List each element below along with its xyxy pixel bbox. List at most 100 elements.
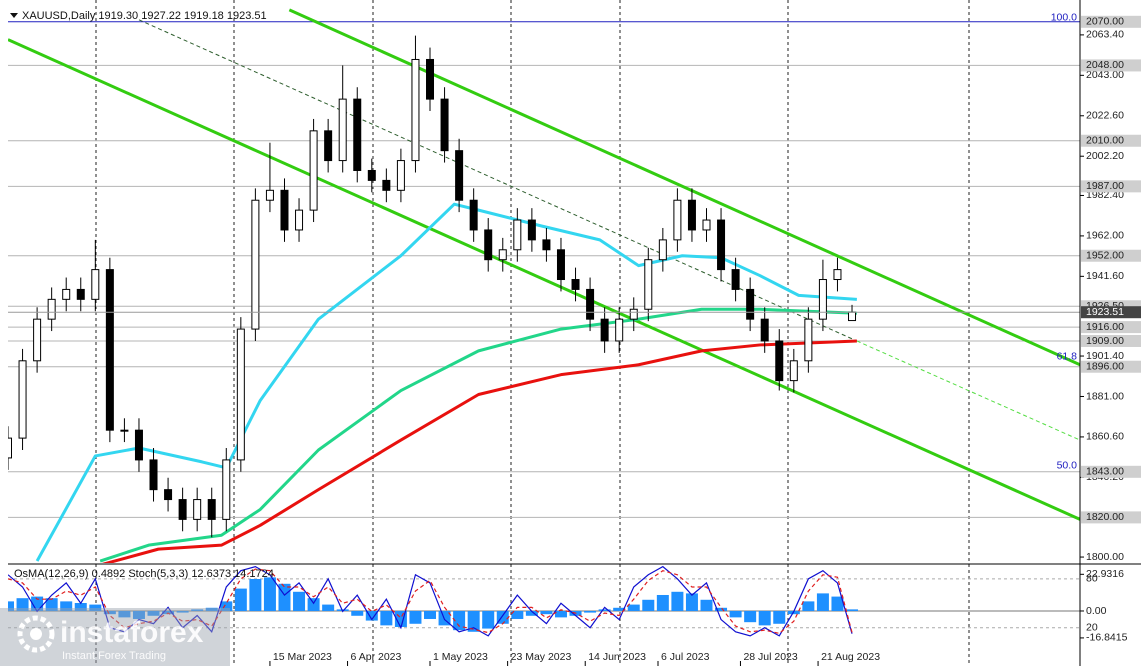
candle-body <box>33 318 42 362</box>
candle-body <box>644 259 653 310</box>
candle-body <box>789 360 798 382</box>
osma-bar <box>598 609 611 611</box>
osma-bar <box>671 591 684 611</box>
osma-bar <box>584 610 597 613</box>
candle-body <box>8 437 12 459</box>
chart-title: XAUUSD,Daily 1919.30 1927.22 1919.18 192… <box>22 10 267 22</box>
y-tick-label: -16.8415 <box>1086 632 1128 644</box>
x-tick-label: 21 Aug 2023 <box>821 651 880 663</box>
osma-bar <box>278 583 291 611</box>
osma-bar <box>220 601 233 611</box>
level-label: 2010.00 <box>1086 135 1124 147</box>
y-tick-label: 1962.00 <box>1086 230 1124 242</box>
osma-bar <box>89 604 102 611</box>
candle-body <box>91 269 100 300</box>
osma-bar <box>846 609 859 611</box>
osma-bar <box>263 577 276 611</box>
candle-body <box>236 328 245 461</box>
osma-bar <box>540 610 553 615</box>
candle-body <box>484 229 493 261</box>
candle-body <box>265 189 274 201</box>
candle-body <box>818 279 827 320</box>
candle-body <box>702 219 711 231</box>
osma-bar <box>554 610 567 618</box>
osma-bar <box>147 610 160 616</box>
candle-body <box>76 288 85 300</box>
osma-bar <box>103 610 116 615</box>
candle-body <box>367 169 376 181</box>
level-label: 1843.00 <box>1086 466 1124 478</box>
candle-body <box>658 239 667 261</box>
osma-bar <box>758 610 771 626</box>
logo-gear-center <box>30 628 42 640</box>
candle-body <box>731 269 740 290</box>
moving-average <box>101 339 857 563</box>
y2-tick-label: 20 <box>1086 621 1098 633</box>
candle-body <box>455 150 464 201</box>
candle-body <box>396 160 405 191</box>
y-tick-label: 1901.40 <box>1086 350 1124 362</box>
candle-body <box>324 130 333 162</box>
level-label-box <box>1081 360 1141 373</box>
candle-body <box>440 98 449 152</box>
level-label-box <box>1081 180 1141 193</box>
candle-body <box>62 288 71 300</box>
candle-body <box>134 429 143 461</box>
level-label: 1909.00 <box>1086 335 1124 347</box>
candle-body <box>542 239 551 251</box>
trend-line <box>138 19 858 342</box>
logo-name: instaforex <box>60 616 204 649</box>
candle-body <box>600 318 609 342</box>
x-tick-label: 14 Jun 2023 <box>588 651 646 663</box>
level-label-box <box>1081 59 1141 72</box>
osma-bar <box>715 607 728 611</box>
moving-average <box>99 307 857 563</box>
candle-body <box>164 489 173 501</box>
x-tick-label: 1 May 2023 <box>433 651 488 663</box>
candle-body <box>149 459 158 491</box>
y-tick-label: 2002.20 <box>1086 150 1124 162</box>
osma-bar <box>511 610 524 619</box>
candle-body <box>775 340 784 382</box>
candle-body <box>615 318 624 342</box>
candle-body <box>848 311 857 322</box>
level-label: 2048.00 <box>1086 59 1124 71</box>
level-label-box <box>1081 134 1141 147</box>
osma-bar <box>525 610 538 616</box>
candle-body <box>760 318 769 342</box>
trend-line <box>8 38 1080 521</box>
candle-body <box>178 499 187 520</box>
osma-bar <box>409 610 422 624</box>
y-tick-label: 1800.00 <box>1086 551 1124 563</box>
osma-bar <box>132 610 145 619</box>
last-price-box <box>1081 306 1141 319</box>
osma-bar <box>816 593 829 611</box>
osma-bar <box>176 610 189 613</box>
osma-bar <box>467 610 480 632</box>
level-label: 1820.00 <box>1086 511 1124 523</box>
y-tick-label: 0.00 <box>1086 605 1107 617</box>
menu-triangle <box>10 13 18 18</box>
osma-bar <box>424 610 437 619</box>
osma-bar <box>45 598 58 611</box>
osma-bar <box>293 591 306 611</box>
axes: 2063.402043.002022.602002.201982.401962.… <box>269 12 1141 666</box>
y-tick-label: 1860.60 <box>1086 431 1124 443</box>
osma-bar <box>191 609 204 611</box>
osma-bar <box>482 610 495 629</box>
candle-body <box>527 219 536 241</box>
y-tick-label: 2022.60 <box>1086 110 1124 122</box>
candle-body <box>120 429 129 432</box>
candle-body <box>469 199 478 231</box>
level-label: 2070.00 <box>1086 16 1124 28</box>
osma-bar <box>16 598 29 611</box>
osma-bar <box>322 604 335 611</box>
osma-bar <box>802 601 815 611</box>
osma-bar <box>249 578 262 611</box>
osma-bar <box>351 610 364 616</box>
osma-bar <box>831 596 844 611</box>
y-tick-label: 2043.00 <box>1086 69 1124 81</box>
level-label-box <box>1081 249 1141 262</box>
